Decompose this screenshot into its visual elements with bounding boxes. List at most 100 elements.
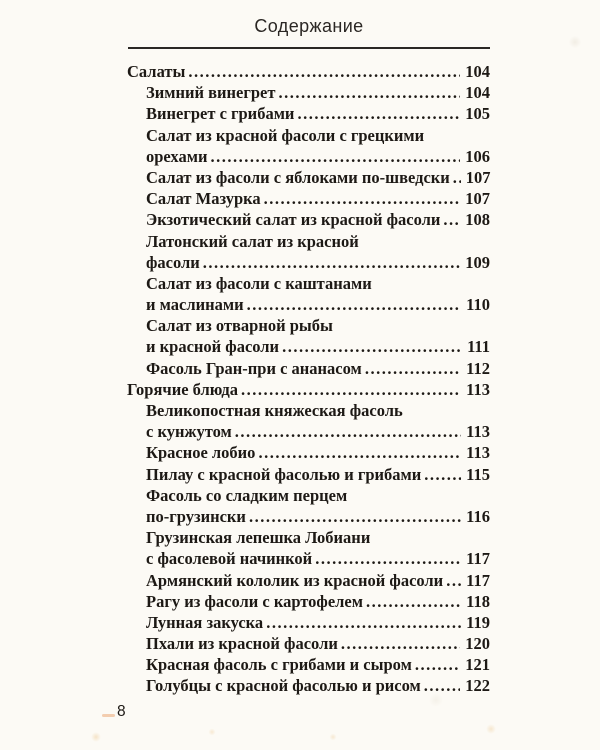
dot-leader [453,167,461,188]
toc-entry-row: Красная фасоль с грибами и сыром 121 [127,654,490,675]
toc-entry-label: Фасоль Гран-при с ананасом [146,358,362,378]
scan-smudge [102,714,115,717]
toc-entry-page: 105 [465,104,490,124]
toc-entry-row: Салат из красной фасоли с грецкими [127,125,490,146]
dot-leader [365,358,461,379]
toc-entry-row: Зимний винегрет 104 [127,82,490,103]
toc-entry-row: орехами 106 [127,146,490,167]
dot-leader [203,252,460,273]
toc-entry-row: Фасоль со сладким перцем [127,485,490,506]
toc-entry-row: Салат из фасоли с яблоками по-шведски 107 [127,167,491,188]
toc-entry-page: 120 [465,634,490,654]
toc-entry-row: Фасоль Гран-при с ананасом 112 [127,358,490,379]
toc-entry-label: Лунная закуска [146,612,264,632]
toc-entry-label: Зимний винегрет [146,83,276,103]
dot-leader [264,188,461,209]
toc-entry-row: Винегрет с грибами 105 [127,103,490,124]
dot-leader [241,379,461,400]
toc-section-row: Салаты 104 [127,61,490,82]
dot-leader [297,103,460,124]
header-divider [128,47,490,49]
dot-leader [282,336,462,357]
toc-entry-row: с кунжутом 113 [127,421,490,442]
dot-leader [443,209,460,230]
toc-entry-row: Рагу из фасоли с картофелем 118 [127,591,490,612]
toc-entry-page: 108 [465,210,490,230]
toc-entry-label: и маслинами [146,295,244,315]
toc-section-label: Салаты [127,62,186,81]
toc-entry-row: с фасолевой начинкой 117 [127,548,490,569]
dot-leader [415,654,460,675]
toc-entry-row: Красное лобио 113 [127,442,490,463]
toc-entry-label: Салат из отварной рыбы [146,316,333,336]
dot-leader [446,570,461,591]
toc-entry-row: фасоли 109 [127,252,490,273]
toc-entry-label: и красной фасоли [146,337,280,357]
toc-entry-page: 116 [466,506,490,526]
toc-entry-label: Экзотический салат из красной фасоли [146,210,441,230]
toc-section-label: Горячие блюда [127,379,239,399]
toc-section-row: Горячие блюда 113 [127,379,490,400]
toc-entry-label: Великопостная княжеская фасоль [146,401,403,420]
toc-entry-page: 117 [466,570,490,590]
dot-leader [188,61,460,82]
toc-entry-row: и маслинами 110 [127,294,490,315]
toc-entry-label: Винегрет с грибами [146,104,295,124]
toc-entry-row: и красной фасоли 111 [127,336,490,357]
toc-entry-row: Грузинская лепешка Лобиани [127,527,490,548]
toc-entry-page: 119 [466,612,490,632]
toc-entry-row: Армянский кололик из красной фасоли 117 [127,570,490,591]
dot-leader [424,675,460,696]
toc-entry-page: 106 [465,146,490,166]
dot-leader [258,442,461,463]
toc-entry-label: Латонский салат из красной [146,231,359,251]
toc-entry-label: фасоли [146,252,200,272]
toc-entry-label: Красная фасоль с грибами и сыром [146,655,412,675]
toc-entry-label: Пилау с красной фасолью и грибами [146,464,422,484]
dot-leader [210,146,460,167]
toc-entry-label: Пхали из красной фасоли [146,634,338,654]
toc-entry-page: 109 [465,252,490,272]
page-number: 8 [117,703,126,720]
toc-entry-row: Экзотический салат из красной фасоли 108 [127,209,490,230]
toc-entry-label: Салат из фасоли с яблоками по-шведски [146,167,450,187]
toc-entry-label: Салат из фасоли с каштанами [146,273,372,293]
toc-entry-page: 104 [465,62,490,81]
toc-entry-page: 107 [465,189,490,209]
toc-entry-page: 117 [466,549,490,569]
toc-entry-row: Латонский салат из красной [127,231,490,252]
toc-entry-page: 113 [466,422,490,442]
toc-entry-row: Салат из фасоли с каштанами [127,273,490,294]
toc-entry-page: 118 [466,591,490,611]
toc-entry-row: Пилау с красной фасолью и грибами 115 [127,464,490,485]
page-title: Содержание [254,16,364,36]
toc-entry-label: Рагу из фасоли с картофелем [146,591,363,611]
toc-entry-label: Голубцы с красной фасолью и рисом [146,676,421,696]
toc-entry-page: 115 [466,464,490,484]
dot-leader [341,633,460,654]
dot-leader [366,591,461,612]
toc-entry-label: Фасоль со сладким перцем [146,485,348,505]
toc-entry-label: Красное лобио [146,443,256,463]
dot-leader [424,464,461,485]
toc-entry-label: с кунжутом [146,422,232,442]
dot-leader [247,294,462,315]
toc-entry-page: 122 [465,676,490,696]
toc-entry-page: 112 [466,358,490,378]
toc-entry-row: Лунная закуска 119 [127,612,490,633]
toc-entry-page: 113 [466,443,490,463]
dot-leader [266,612,461,633]
toc-entry-page: 121 [465,655,490,675]
dot-leader [249,506,461,527]
toc-entry-row: Салат из отварной рыбы [127,315,490,336]
toc-entry-label: Салат из красной фасоли с грецкими [146,125,425,145]
toc-entry-page: 104 [465,83,490,103]
toc-entry-label: по-грузински [146,506,246,526]
toc-entry-page: 111 [467,337,490,357]
dot-leader [235,421,461,442]
toc-entry-row: Великопостная княжеская фасоль [127,400,490,421]
toc-entry-label: Грузинская лепешка Лобиани [146,528,371,548]
toc-list: Салаты104Зимний винегрет104Винегрет с гр… [127,61,491,697]
toc-entry-row: Голубцы с красной фасолью и рисом 122 [127,675,490,696]
